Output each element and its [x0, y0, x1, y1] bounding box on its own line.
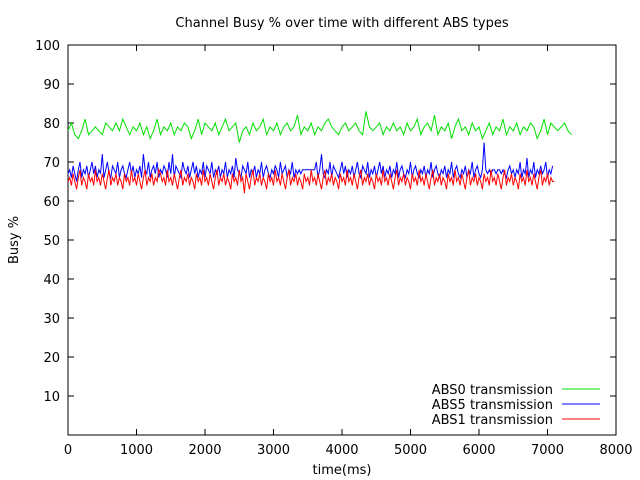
plot-frame	[67, 44, 617, 436]
x-tick-label: 8000	[599, 443, 632, 458]
y-tick-label: 20	[43, 351, 60, 366]
x-tick-label: 7000	[531, 443, 564, 458]
x-tick-label: 2000	[188, 443, 221, 458]
y-axis-label: Busy %	[7, 216, 22, 264]
series-lines	[67, 111, 572, 194]
y-tick-label: 30	[43, 312, 60, 327]
x-tick-label: 1000	[120, 443, 153, 458]
legend-label-3: ABS1 transmission	[432, 413, 553, 428]
x-tick-label: 4000	[325, 443, 358, 458]
x-tick-label: 5000	[394, 443, 427, 458]
x-tick-label: 0	[64, 443, 72, 458]
x-tick-label: 3000	[257, 443, 290, 458]
y-tick-label: 60	[43, 195, 60, 210]
y-tick-label: 40	[43, 273, 60, 288]
chart-title: Channel Busy % over time with different …	[175, 16, 508, 31]
x-axis: 0 1000 2000 3000 4000 5000 6000 7000 8000	[64, 45, 633, 458]
y-tick-label: 50	[43, 234, 60, 249]
series-line-1	[67, 111, 572, 143]
series-line-2	[67, 142, 554, 182]
y-tick-label: 90	[43, 78, 60, 93]
y-tick-label: 100	[35, 39, 60, 54]
series-line-3	[67, 167, 555, 194]
legend-label-1: ABS0 transmission	[432, 383, 553, 398]
y-tick-label: 80	[43, 117, 60, 132]
y-tick-label: 70	[43, 156, 60, 171]
y-axis: 10 20 30 40 50 60 70 80 90 100	[35, 39, 616, 405]
legend-label-2: ABS5 transmission	[432, 398, 553, 413]
y-tick-label: 10	[43, 390, 60, 405]
x-axis-label: time(ms)	[313, 463, 372, 478]
x-tick-label: 6000	[462, 443, 495, 458]
